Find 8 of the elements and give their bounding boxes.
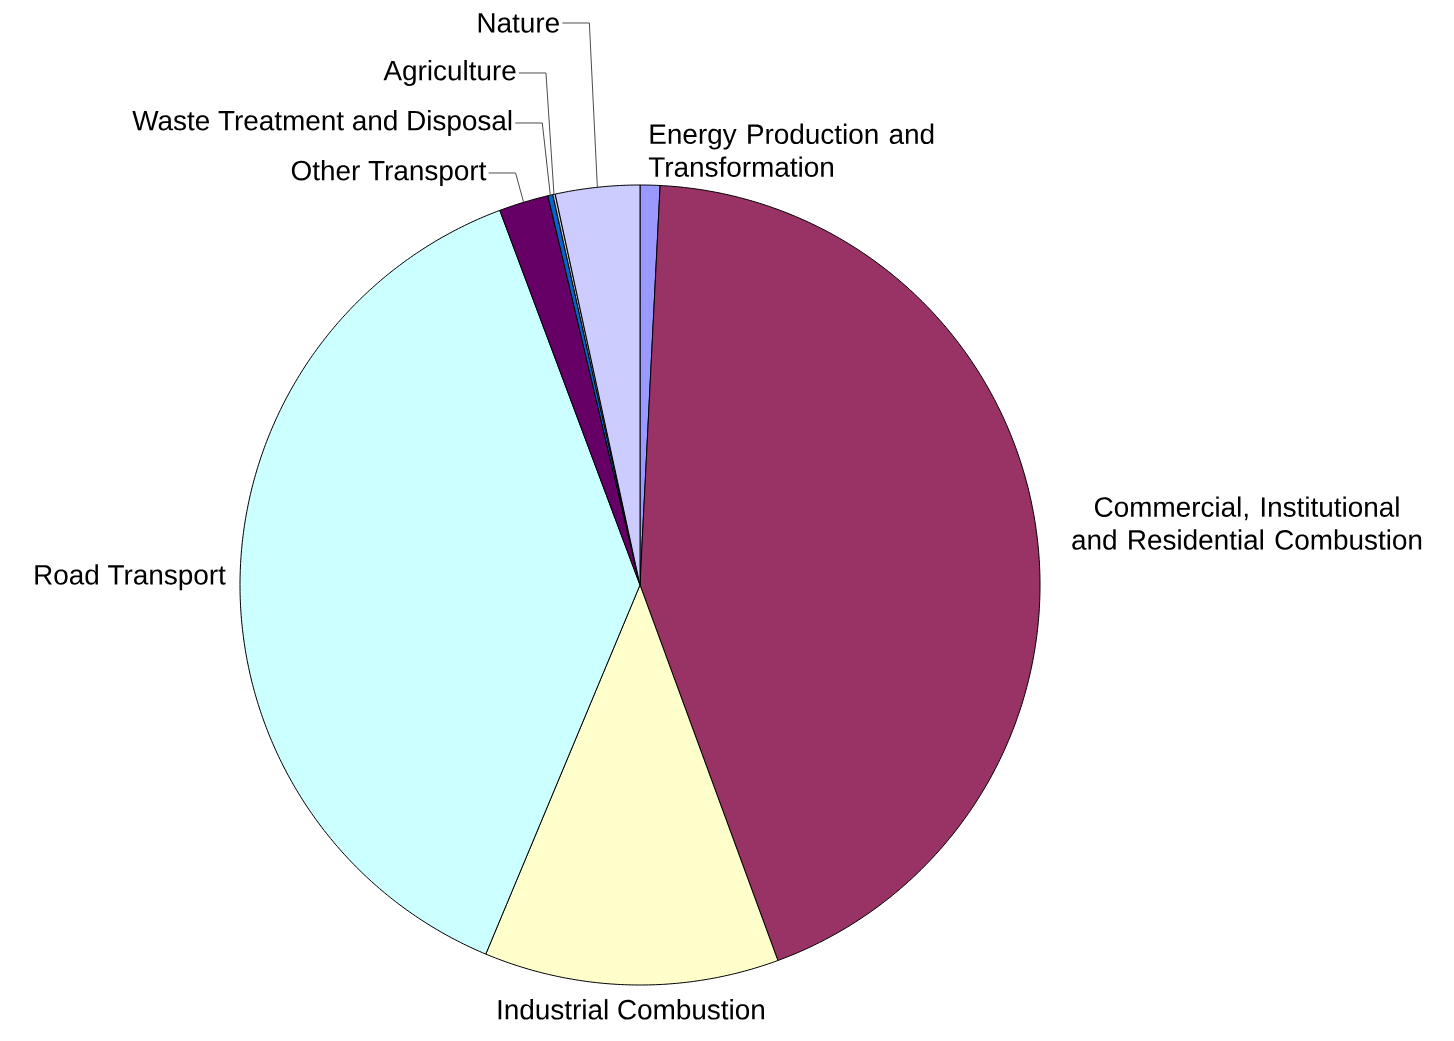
slice-label: Waste Treatment and Disposal xyxy=(132,110,512,136)
slice-label: Road Transport xyxy=(35,564,226,591)
slice-label: Agriculture xyxy=(383,60,516,86)
slice-label: Industrial Combustion xyxy=(498,999,764,1020)
slice-label: Commercial, Institutional and Residential Combustion xyxy=(1072,496,1422,550)
slice-label: Energy Production and Transformation xyxy=(648,123,934,177)
slice-label: Nature xyxy=(478,13,559,33)
slice-label: Other Transport xyxy=(291,160,487,186)
